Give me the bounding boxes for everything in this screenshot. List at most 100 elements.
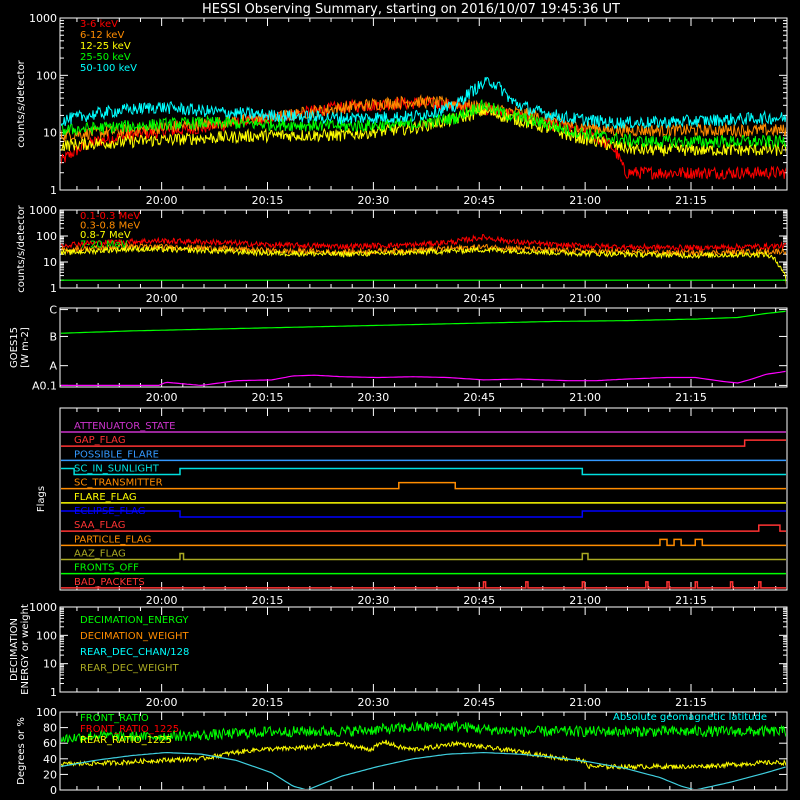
x-tick-label: 20:30 [358,594,390,607]
panel-5: 1 10 100 1000 20:00 20:15 20:30 20:45 21:00 21:15… [9,601,788,709]
panel-frame [59,711,788,791]
y-tick-label: 80 [43,722,57,735]
y-tick-label: 100 [36,629,57,642]
panel-1: 1 10 100 1000 20:00 20:15 20:30 20:45 21:00 21:15… [16,12,788,207]
y-tick-label: A0.1 [32,379,57,392]
panel-plot-area [61,76,786,181]
x-tick-label: 21:15 [675,194,707,207]
panel-plot-area [61,720,786,789]
y-tick-label: A [49,360,57,373]
y-tick-label: 40 [43,753,57,766]
legend-label-6-3: REAR_RATIO_1225 [80,735,172,746]
y-tick-label: 10 [43,658,57,671]
flag-line-10 [61,552,786,561]
legend-label-2-4: 7-20 MeV [80,240,128,251]
flag-label-1: ATTENUATOR_STATE [74,421,175,432]
x-tick-label: 20:15 [252,696,284,709]
flag-label-5: SC_TRANSMITTER [74,478,163,489]
x-tick-label: 21:00 [569,194,601,207]
y-tick-label: 10 [43,256,57,269]
x-tick-label: 20:45 [463,594,495,607]
flag-line-4 [61,467,786,476]
flag-line-9 [61,538,786,547]
legend-label-2-2: 0.3-0.8 MeV [80,221,140,232]
y-tick-label: 1000 [29,12,57,25]
series-line-3-2 [61,370,786,386]
x-tick-label: 21:15 [675,292,707,305]
x-tick-label: 20:30 [358,292,390,305]
y-axis-title: counts/s/detector [16,59,27,147]
x-tick-label: 20:15 [252,391,284,404]
legend-label-1-2: 6-12 keV [80,30,124,41]
y-tick-label: 60 [43,737,57,750]
flag-line-7 [61,510,786,518]
x-tick-label: 21:15 [675,391,707,404]
legend-label-5-2: DECIMATION_WEIGHT [80,631,189,642]
series-line-2-1 [61,234,786,253]
flag-label-11: FRONTS_OFF [74,563,139,574]
y-tick-label: 1 [50,184,57,197]
series-line-6-4 [61,751,786,789]
y-tick-label: 1 [50,686,57,699]
y-tick-label: 100 [36,706,57,719]
legend-label-5-1: DECIMATION_ENERGY [80,615,189,626]
panel-frame [59,17,788,191]
x-tick-label: 20:15 [252,292,284,305]
x-tick-label: 20:30 [358,696,390,709]
y-tick-label: 0 [50,784,57,797]
y-tick-label: 10 [43,127,57,140]
x-tick-label: 20:00 [146,696,178,709]
legend-label-5-4: REAR_DEC_WEIGHT [80,663,179,674]
legend-label-2-3: 0.8-7 MeV [80,230,131,241]
flag-label-8: SAA_FLAG [74,520,125,531]
x-tick-label: 20:15 [252,594,284,607]
y-axis-title: [W m-2] [20,327,31,368]
panel-2: 1 10 100 1000 20:00 20:15 20:30 20:45 21:00 21:15… [16,204,788,305]
flag-line-5 [61,481,786,490]
y-axis-title: DECIMATION [9,618,20,681]
legend-label-6-1: FRONT_RATIO [80,713,149,724]
y-tick-label: 100 [36,230,57,243]
panel-plot-area [61,431,786,589]
flag-line-8 [61,524,786,532]
flag-label-9: PARTICLE_FLAG [74,534,151,545]
series-line-1-4 [61,99,786,149]
x-tick-label: 21:00 [569,594,601,607]
panel-frame [59,307,788,388]
y-tick-label: B [49,330,57,343]
y-tick-label: C [49,304,57,317]
series-line-6-3 [61,739,786,771]
x-tick-label: 20:30 [358,391,390,404]
y-axis-title: GOES15 [9,327,20,368]
x-tick-label: 21:15 [675,594,707,607]
panel-frame [59,606,788,693]
flag-label-10: AAZ_FLAG [74,549,126,560]
legend-label-6-2: FRONT_RATIO_1225 [80,724,179,735]
y-axis-title: ENERGY or weight [20,604,31,695]
y-tick-label: 100 [36,69,57,82]
legend-label-1-5: 50-100 keV [80,63,137,74]
flag-label-2: GAP_FLAG [74,435,126,446]
x-tick-label: 21:00 [569,391,601,404]
legend-label-2-1: 0.1-0.3 MeV [80,211,140,222]
panel-4: 20:00 20:15 20:30 20:45 21:00 21:15 Flags ATTEN… [36,407,788,607]
series-line-3-1 [61,310,786,334]
x-tick-label: 20:30 [358,194,390,207]
legend-label-1-4: 25-50 keV [80,52,131,63]
y-tick-label: 1 [50,282,57,295]
flag-label-4: SC_IN_SUNLIGHT [74,464,160,475]
x-tick-label: 20:15 [252,194,284,207]
panel-3: A0.1 A BC 20:00 20:15 20:30 20:45 21:00 21:15 GOE… [9,304,788,404]
x-tick-label: 20:00 [146,194,178,207]
y-tick-label: 20 [43,768,57,781]
flag-label-3: POSSIBLE_FLARE [74,449,159,460]
x-tick-label: 21:00 [569,292,601,305]
series-line-6-1 [61,720,786,744]
figure-title: HESSI Observing Summary, starting on 201… [202,2,620,17]
panel-plot-area [61,234,786,286]
y-axis-title: Flags [36,486,47,512]
panel-frame [59,209,788,289]
x-tick-label: 20:00 [146,391,178,404]
